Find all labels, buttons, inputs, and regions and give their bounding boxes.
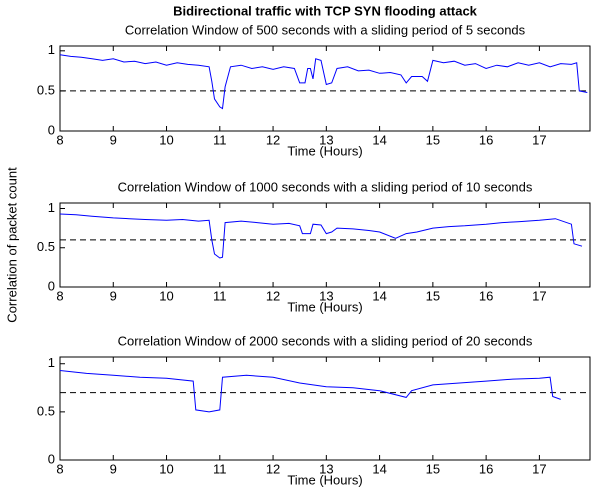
x-tick-label: 15	[426, 132, 440, 147]
x-tick-label: 17	[532, 288, 546, 303]
x-tick-label: 15	[426, 461, 440, 476]
x-tick-label: 11	[213, 288, 227, 303]
x-tick-label: 10	[159, 132, 173, 147]
x-tick-label: 16	[479, 288, 493, 303]
x-tick-label: 14	[372, 132, 386, 147]
x-tick-label: 14	[372, 288, 386, 303]
x-tick-label: 17	[532, 132, 546, 147]
y-tick-label: 0.5	[37, 82, 55, 97]
y-tick-label: 0	[48, 122, 55, 137]
data-line	[59, 54, 588, 110]
x-tick-label: 17	[532, 461, 546, 476]
data-line	[59, 213, 583, 259]
x-tick-label: 12	[266, 461, 280, 476]
x-tick-label: 11	[213, 461, 227, 476]
x-axis-label: Time (Hours)	[287, 299, 362, 314]
x-tick-label: 9	[110, 288, 117, 303]
y-tick-label: 0.5	[37, 239, 55, 254]
x-tick-label: 16	[479, 461, 493, 476]
x-tick-label: 9	[110, 132, 117, 147]
y-tick-label: 0	[48, 278, 55, 293]
x-axis-label: Time (Hours)	[287, 472, 362, 487]
y-tick-label: 0	[48, 451, 55, 466]
plot-area	[59, 202, 591, 288]
y-tick-label: 1	[48, 42, 55, 57]
x-tick-label: 8	[56, 288, 63, 303]
x-tick-label: 13	[319, 288, 333, 303]
x-tick-label: 16	[479, 132, 493, 147]
subplot-title: Correlation Window of 1000 seconds with …	[118, 179, 533, 194]
x-tick-label: 12	[266, 132, 280, 147]
x-tick-label: 14	[372, 461, 386, 476]
x-tick-label: 13	[319, 461, 333, 476]
subplot-title: Correlation Window of 2000 seconds with …	[118, 333, 533, 348]
y-tick-label: 0.5	[37, 403, 55, 418]
y-tick-label: 1	[48, 355, 55, 370]
subplot-title: Correlation Window of 500 seconds with a…	[125, 22, 526, 37]
x-tick-label: 8	[56, 132, 63, 147]
x-tick-label: 10	[159, 288, 173, 303]
x-tick-label: 8	[56, 461, 63, 476]
figure-title: Bidirectional traffic with TCP SYN flood…	[173, 3, 478, 18]
x-tick-label: 11	[213, 132, 227, 147]
x-tick-label: 9	[110, 461, 117, 476]
x-tick-label: 13	[319, 132, 333, 147]
x-tick-label: 15	[426, 288, 440, 303]
plot-area	[59, 45, 591, 132]
y-tick-label: 1	[48, 200, 55, 215]
x-axis-label: Time (Hours)	[287, 143, 362, 158]
y-axis-label: Correlation of packet count	[4, 167, 19, 323]
x-tick-label: 10	[159, 461, 173, 476]
plot-area	[59, 356, 591, 461]
x-tick-label: 12	[266, 288, 280, 303]
data-line	[59, 370, 561, 413]
